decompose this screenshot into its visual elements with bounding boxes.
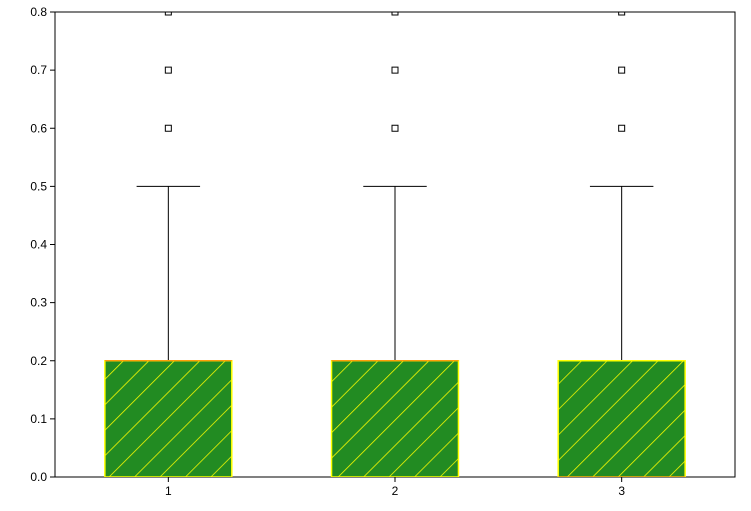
- y-tick-label: 0.3: [30, 296, 47, 310]
- x-tick-label: 1: [165, 484, 172, 498]
- y-tick-label: 0.4: [30, 238, 47, 252]
- y-tick-label: 0.0: [30, 470, 47, 484]
- y-tick-label: 0.5: [30, 179, 47, 193]
- y-tick-label: 0.6: [30, 121, 47, 135]
- box: [558, 361, 685, 477]
- y-tick-label: 0.7: [30, 63, 47, 77]
- box: [332, 361, 459, 477]
- boxplot-chart: 0.0 0.1 0.2 0.3 0.4 0.5 0.6 0.7 0.8 1 2 3: [0, 0, 751, 511]
- x-tick-label: 2: [392, 484, 399, 498]
- y-tick-label: 0.8: [30, 5, 47, 19]
- y-tick-label: 0.1: [30, 412, 47, 426]
- box: [105, 361, 232, 477]
- x-tick-label: 3: [618, 484, 625, 498]
- y-tick-label: 0.2: [30, 354, 47, 368]
